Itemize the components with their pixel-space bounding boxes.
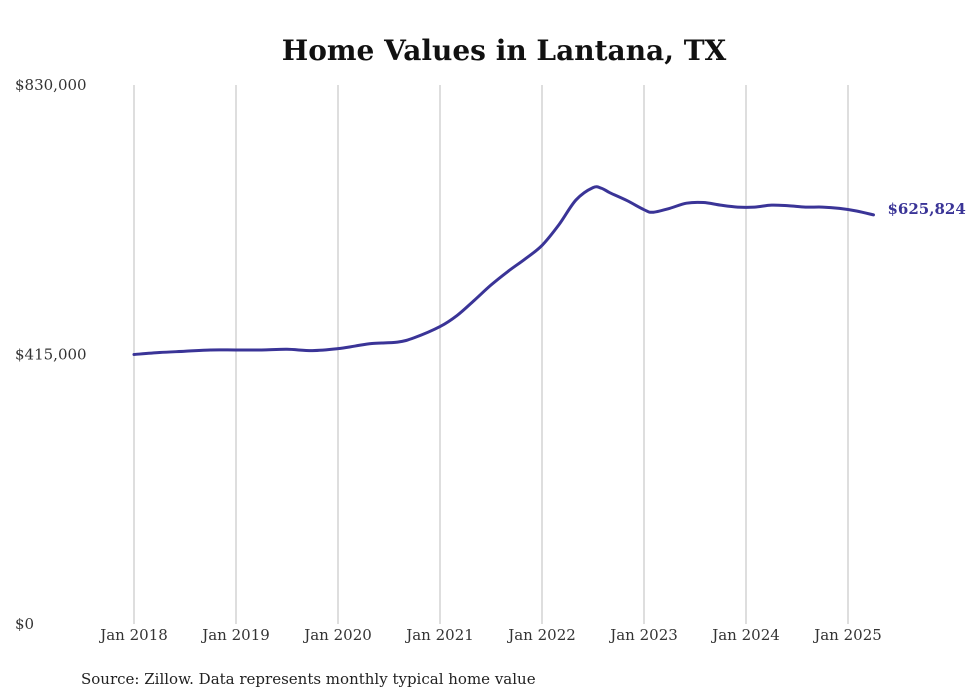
x-tick-label: Jan 2024 xyxy=(710,626,780,644)
x-axis-ticks: Jan 2018 Jan 2019 Jan 2020 Jan 2021 Jan 2022… xyxy=(98,626,882,644)
x-tick-label: Jan 2020 xyxy=(302,626,372,644)
x-tick-label: Jan 2025 xyxy=(812,626,882,644)
y-tick-label: $415,000 xyxy=(15,346,87,364)
chart-title: Home Values in Lantana, TX xyxy=(282,34,727,67)
x-tick-label: Jan 2023 xyxy=(608,626,678,644)
x-tick-label: Jan 2018 xyxy=(98,626,168,644)
y-tick-label: $0 xyxy=(15,615,34,633)
y-axis-ticks: $0 $415,000 $830,000 xyxy=(15,76,87,633)
x-tick-label: Jan 2019 xyxy=(200,626,270,644)
source-note: Source: Zillow. Data represents monthly … xyxy=(81,670,536,688)
home-value-line xyxy=(132,185,875,356)
grid-lines xyxy=(133,85,849,624)
x-tick-label: Jan 2022 xyxy=(506,626,576,644)
y-tick-label: $830,000 xyxy=(15,76,87,94)
x-tick-label: Jan 2021 xyxy=(404,626,474,644)
end-value-label: $625,824 xyxy=(888,200,966,218)
